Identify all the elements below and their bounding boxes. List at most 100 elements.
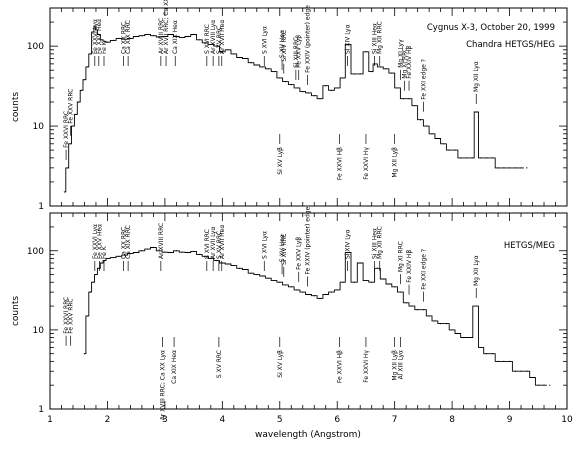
data-point: [66, 167, 68, 169]
annotation-label: Fe XXIV (pointer) edge: [304, 206, 311, 274]
data-point: [463, 336, 465, 339]
annotation-label: S XV Heα: [279, 30, 286, 58]
data-point: [428, 315, 430, 317]
annotation-label: Fe XXV Lyβ: [296, 35, 303, 68]
data-point: [152, 35, 154, 37]
data-point: [86, 315, 88, 317]
annotation-label: Fe XXI edge ?: [420, 59, 427, 100]
annotation-label: Si XIV Lyα: [345, 229, 352, 259]
data-point: [537, 384, 539, 386]
data-point: [353, 73, 356, 75]
data-point: [112, 256, 114, 259]
annotation-label: Fe XXV Heα: [96, 224, 103, 259]
annotation-label: Mg XI Lyγ: [397, 39, 404, 68]
plot-frame: [49, 7, 568, 207]
data-point: [480, 157, 482, 159]
data-point: [307, 92, 310, 94]
data-point: [101, 262, 103, 264]
data-point: [170, 33, 172, 36]
data-point: [147, 33, 149, 36]
data-point: [325, 293, 327, 296]
data-point: [256, 273, 258, 276]
data-point: [419, 119, 422, 121]
spectrum-series: [64, 26, 524, 193]
data-point: [440, 323, 442, 325]
data-point: [175, 35, 177, 38]
data-point: [284, 284, 287, 286]
data-point: [526, 167, 528, 169]
data-point: [342, 281, 344, 283]
data-point: [103, 260, 106, 262]
data-point: [290, 286, 292, 288]
data-point: [92, 31, 94, 33]
data-point: [193, 33, 195, 36]
data-point: [279, 77, 281, 79]
data-point: [181, 251, 183, 253]
data-point: [210, 43, 212, 46]
annotation-label: Ca XIX Heα: [172, 20, 179, 54]
data-point: [101, 39, 103, 41]
data-point: [290, 84, 292, 86]
annotation-label: Mg XII Lyβ: [392, 147, 399, 178]
annotation-label: Fe XXVI RRC: [63, 297, 70, 334]
data-point: [543, 384, 545, 386]
data-point: [307, 293, 310, 296]
data-point: [503, 360, 505, 362]
data-point: [514, 370, 516, 372]
annotation-label: S XV RRC: [216, 350, 223, 378]
data-point: [422, 309, 424, 311]
data-point: [503, 167, 505, 169]
data-point: [215, 45, 218, 47]
x-tick-label: 8: [449, 415, 455, 425]
data-point: [319, 297, 321, 299]
data-point: [497, 167, 499, 169]
annotation-label: Fe XXV Lyβ: [296, 237, 303, 270]
data-point: [359, 73, 361, 75]
annotation-label: S XV RRC: [216, 26, 223, 54]
annotation-label: Mg XII Lyα: [473, 255, 480, 286]
panel-title: Chandra HETGS/HEG: [466, 40, 555, 50]
data-point: [129, 253, 132, 255]
data-point: [425, 125, 427, 127]
data-point: [124, 254, 126, 256]
annotation-label: Ar XVII RRC; Ca XX Lyα: [163, 0, 170, 54]
data-point: [221, 51, 223, 53]
annotation-label: Si XV Lyβ: [277, 147, 284, 175]
annotation-label: Fe XXV Heα: [96, 19, 103, 54]
annotation-label: S XVI RRC: [204, 229, 211, 259]
x-tick-label: 3: [162, 415, 168, 425]
data-point: [141, 35, 143, 37]
data-point: [391, 72, 393, 74]
data-point: [385, 68, 387, 70]
data-point: [460, 157, 462, 159]
annotation-label: Ar XVII Lyα: [210, 227, 217, 259]
annotation-label: Fe XXIV Hβ: [406, 45, 413, 78]
data-point: [158, 36, 160, 38]
annotation-label: Fe XXV RRC: [68, 299, 75, 334]
data-point: [135, 251, 137, 254]
y-tick-label: 1: [38, 202, 44, 212]
annotation-label: Mg XI RRC: [401, 48, 408, 79]
data-point: [526, 370, 528, 372]
data-point: [497, 360, 499, 362]
annotation-label: Fe XXIV (pointer) edge: [304, 5, 311, 73]
data-point: [442, 143, 445, 145]
data-point: [227, 263, 229, 265]
data-point: [238, 267, 241, 269]
data-point: [376, 267, 379, 269]
data-point: [72, 125, 74, 127]
data-point: [330, 291, 333, 293]
data-point: [147, 248, 149, 250]
data-point: [508, 360, 511, 362]
data-point: [204, 42, 206, 44]
data-point: [471, 157, 473, 159]
data-point: [135, 35, 137, 38]
data-point: [198, 39, 200, 41]
data-point: [508, 167, 511, 169]
data-point: [227, 49, 229, 51]
data-point: [388, 283, 390, 285]
annotation-label: S XV Heα: [279, 234, 286, 262]
annotation-label: S XVI Lyα: [261, 231, 268, 259]
